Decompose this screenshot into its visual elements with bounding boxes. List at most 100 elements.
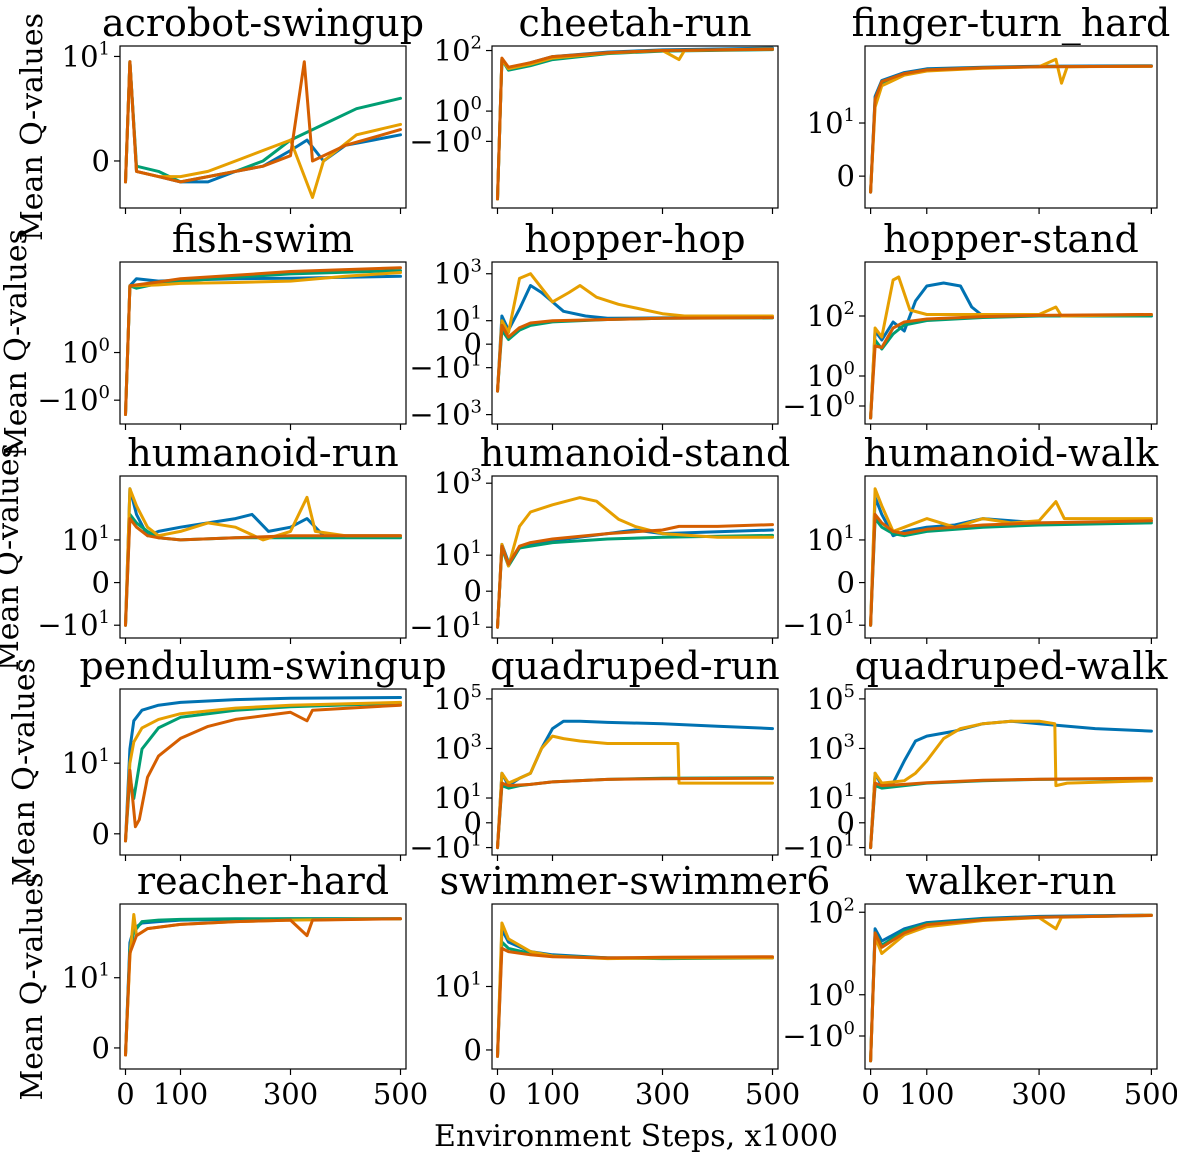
y-tick-base: 10 <box>62 523 99 557</box>
y-tick-base: −10 <box>782 1019 843 1053</box>
subplot-title: hopper-hop <box>524 217 745 261</box>
y-tick-label: −100 <box>37 382 110 417</box>
y-tick-exponent: 0 <box>471 93 482 114</box>
y-axis-label: Mean Q-values <box>15 13 50 241</box>
series-line-vermillion <box>869 914 1153 1063</box>
series-line-orange <box>496 921 774 1058</box>
y-tick-base: 10 <box>434 94 471 128</box>
y-tick-label: 101 <box>434 537 482 572</box>
y-tick-exponent: 3 <box>471 730 482 751</box>
x-tick-label: 500 <box>373 1077 428 1111</box>
plot-frame <box>864 261 1158 425</box>
y-tick-label: 101 <box>807 105 855 140</box>
subplot-title: pendulum-swingup <box>79 644 446 688</box>
y-tick-label: 103 <box>434 465 482 500</box>
y-tick-base: 10 <box>807 523 844 557</box>
y-tick-base: 0 <box>464 327 482 361</box>
y-tick-exponent: 1 <box>99 745 110 766</box>
series-line-vermillion <box>124 60 402 184</box>
y-tick-exponent: 3 <box>471 397 482 418</box>
series-group <box>124 487 402 627</box>
y-tick-label: 100 <box>807 358 855 393</box>
y-tick-base: 0 <box>837 806 855 840</box>
y-tick-label: 105 <box>807 681 855 716</box>
series-line-green <box>124 701 402 843</box>
series-line-green <box>496 776 774 850</box>
series-line-vermillion <box>869 313 1153 420</box>
plot-frame <box>864 45 1158 209</box>
plot-frame <box>119 688 407 856</box>
series-line-vermillion <box>124 917 402 1057</box>
y-tick-exponent: 0 <box>99 335 110 356</box>
y-axis-label: Mean Q-values <box>7 658 42 886</box>
y-tick-base: 10 <box>434 304 471 338</box>
y-tick-label: 101 <box>62 745 110 780</box>
series-group <box>869 719 1153 850</box>
subplot-title: swimmer-swimmer6 <box>440 859 831 903</box>
y-tick-exponent: 1 <box>471 609 482 630</box>
y-tick-base: 10 <box>62 746 99 780</box>
plot-frame <box>864 688 1158 856</box>
series-group <box>869 57 1153 194</box>
y-tick-label: −103 <box>409 397 482 432</box>
y-tick-label: 101 <box>434 303 482 338</box>
plot-frame <box>119 45 407 209</box>
y-tick-exponent: 5 <box>471 681 482 702</box>
y-tick-label: 103 <box>434 730 482 765</box>
y-tick-base: 10 <box>62 39 99 73</box>
series-line-orange <box>124 271 402 416</box>
y-tick-label: 0 <box>464 574 482 608</box>
y-tick-label: −100 <box>409 123 482 158</box>
series-group <box>124 60 402 199</box>
y-tick-exponent: 1 <box>844 780 855 801</box>
series-group <box>869 275 1153 420</box>
x-tick-label: 0 <box>861 1077 879 1111</box>
y-tick-label: 101 <box>434 780 482 815</box>
plot-frame <box>864 903 1158 1070</box>
y-tick-exponent: 2 <box>844 894 855 915</box>
subplot-title: cheetah-run <box>518 1 751 45</box>
y-tick-exponent: 5 <box>844 681 855 702</box>
y-tick-exponent: 1 <box>471 350 482 371</box>
y-tick-label: −101 <box>782 830 855 865</box>
y-tick-label: 103 <box>434 256 482 291</box>
y-tick-exponent: 1 <box>471 969 482 990</box>
y-tick-label: 101 <box>807 522 855 557</box>
series-line-vermillion <box>496 776 774 850</box>
y-tick-label: 0 <box>92 817 110 851</box>
y-tick-exponent: 3 <box>471 465 482 486</box>
y-tick-base: 0 <box>837 566 855 600</box>
y-tick-exponent: 1 <box>471 780 482 801</box>
y-tick-label: 0 <box>837 566 855 600</box>
x-axis-label: Environment Steps, x1000 <box>434 1119 838 1154</box>
series-line-green <box>124 60 402 184</box>
y-tick-exponent: 3 <box>471 256 482 277</box>
subplot-title: hopper-stand <box>883 217 1139 261</box>
y-tick-base: 0 <box>837 159 855 193</box>
y-tick-label: −101 <box>782 607 855 642</box>
x-tick-label: 300 <box>1011 1077 1066 1111</box>
y-tick-label: −100 <box>782 1018 855 1053</box>
series-line-blue <box>124 917 402 1057</box>
series-line-vermillion <box>496 946 774 1058</box>
y-tick-base: 10 <box>807 781 844 815</box>
series-group <box>869 913 1153 1063</box>
y-tick-base: 0 <box>92 1031 110 1065</box>
x-tick-label: 500 <box>745 1077 800 1111</box>
y-tick-exponent: 2 <box>471 33 482 54</box>
y-axis-label: Mean Q-values <box>15 873 50 1101</box>
y-tick-base: 10 <box>807 978 844 1012</box>
subplot-title: fish-swim <box>172 217 354 261</box>
series-line-green <box>869 64 1153 194</box>
series-line-blue <box>496 284 774 393</box>
y-tick-exponent: 0 <box>471 123 482 144</box>
y-tick-label: −100 <box>782 388 855 423</box>
subplot-title: finger-turn_hard <box>852 1 1171 46</box>
y-tick-base: 10 <box>434 682 471 716</box>
series-line-green <box>869 314 1153 420</box>
subplot-title: walker-run <box>906 859 1117 903</box>
